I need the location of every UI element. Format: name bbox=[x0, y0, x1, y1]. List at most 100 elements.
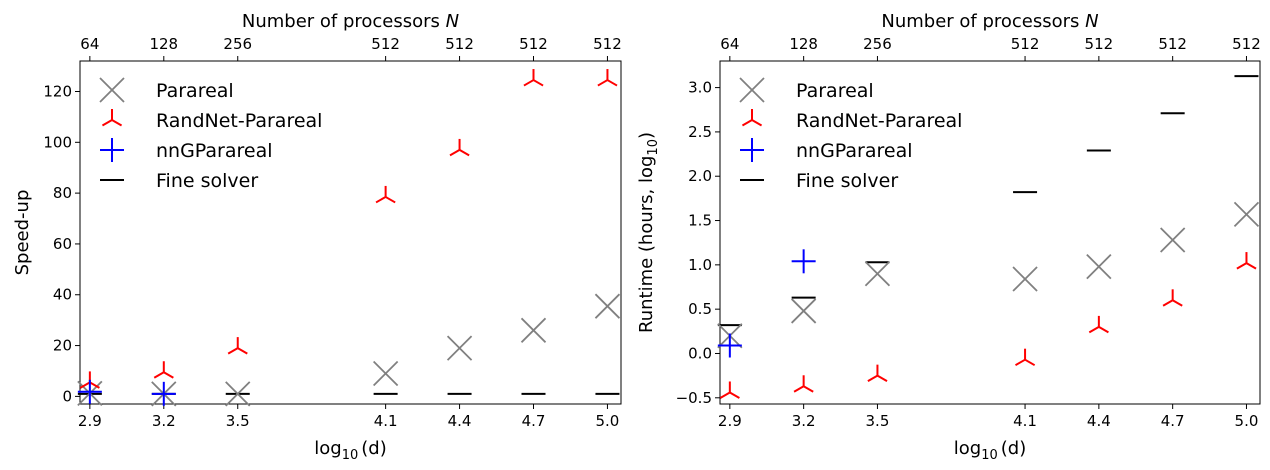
marker-stroke bbox=[227, 347, 239, 355]
legend-marker bbox=[739, 77, 765, 103]
y-axis-title: Runtime (hours, log10) bbox=[636, 132, 661, 333]
data-point bbox=[77, 379, 102, 404]
top-tick-label: 64 bbox=[80, 35, 99, 53]
marker-stroke bbox=[1172, 299, 1183, 307]
series-randnet-parareal bbox=[719, 252, 1257, 399]
marker-stroke bbox=[1012, 266, 1038, 292]
marker-stroke bbox=[1245, 262, 1257, 270]
x-tick-label: 4.7 bbox=[522, 412, 546, 430]
x-tick-label: 3.5 bbox=[226, 412, 250, 430]
marker-stroke bbox=[1024, 358, 1036, 367]
data-point bbox=[791, 298, 817, 324]
legend-marker bbox=[740, 138, 764, 162]
data-point bbox=[151, 381, 176, 406]
marker-stroke bbox=[79, 381, 91, 389]
data-point bbox=[523, 69, 544, 87]
plot-frame bbox=[719, 60, 1261, 405]
marker-stroke bbox=[99, 77, 125, 103]
marker-stroke bbox=[864, 261, 891, 287]
x-tick-label: 4.1 bbox=[1013, 412, 1037, 430]
top-tick-label: 256 bbox=[223, 35, 252, 53]
series-randnet-parareal bbox=[79, 69, 618, 389]
legend-marker bbox=[101, 109, 123, 127]
marker-stroke bbox=[597, 79, 608, 87]
y-axis-title: Speed-up bbox=[12, 190, 33, 276]
series-fine-solver bbox=[717, 75, 1259, 327]
marker-stroke bbox=[751, 119, 763, 127]
y-tick-label: 0.5 bbox=[688, 300, 712, 318]
marker-stroke bbox=[1086, 253, 1112, 280]
marker-stroke bbox=[1098, 326, 1109, 334]
chart-panel-right: 2.9 64 3.2 128 3.5 256 4.1 512 4.4 512 4.7 512 5.0 51… bbox=[636, 11, 1261, 463]
legend-marker bbox=[741, 109, 763, 127]
data-point bbox=[375, 185, 396, 204]
marker-stroke bbox=[101, 119, 113, 127]
data-point bbox=[793, 375, 814, 393]
x-tick-label: 4.7 bbox=[1161, 412, 1185, 430]
top-axis-title: Number of processors N bbox=[881, 11, 1098, 32]
series-parareal bbox=[717, 201, 1260, 349]
marker-stroke bbox=[594, 293, 621, 319]
x-tick-label: 2.9 bbox=[718, 412, 742, 430]
marker-stroke bbox=[375, 196, 387, 204]
y-tick-label: 80 bbox=[53, 184, 72, 202]
data-point bbox=[867, 364, 888, 383]
series-nngparareal bbox=[77, 379, 176, 406]
marker-stroke bbox=[1014, 358, 1026, 367]
series-parareal bbox=[77, 293, 621, 407]
data-point bbox=[864, 261, 891, 287]
top-tick-label: 512 bbox=[371, 35, 400, 53]
data-point bbox=[1014, 348, 1036, 367]
marker-stroke bbox=[372, 360, 399, 387]
marker-stroke bbox=[533, 79, 544, 87]
legend-label: Parareal bbox=[156, 80, 234, 102]
y-tick-label: 60 bbox=[53, 235, 72, 253]
marker-stroke bbox=[459, 149, 470, 157]
y-tick-label: 0.0 bbox=[688, 344, 712, 362]
data-point bbox=[153, 361, 174, 379]
data-point bbox=[1088, 315, 1109, 334]
x-axis-title: log10 (d) bbox=[954, 438, 1026, 463]
marker-stroke bbox=[1162, 299, 1174, 307]
data-point bbox=[1236, 252, 1257, 270]
y-tick-label: 100 bbox=[43, 133, 72, 151]
marker-stroke bbox=[1088, 326, 1100, 334]
marker-stroke bbox=[385, 196, 396, 204]
marker-stroke bbox=[89, 381, 100, 389]
x-axis-title: log10 (d) bbox=[314, 438, 386, 463]
marker-stroke bbox=[237, 347, 248, 355]
y-tick-label: 40 bbox=[53, 286, 72, 304]
data-point bbox=[1012, 266, 1038, 292]
data-point bbox=[372, 360, 399, 387]
data-point bbox=[791, 249, 816, 274]
top-tick-label: 512 bbox=[445, 35, 474, 53]
data-point bbox=[594, 293, 621, 319]
top-tick-label: 64 bbox=[720, 35, 739, 53]
x-tick-label: 4.1 bbox=[374, 412, 398, 430]
legend-marker bbox=[100, 138, 124, 162]
y-tick-label: 3.0 bbox=[688, 79, 712, 97]
x-tick-label: 4.4 bbox=[1087, 412, 1111, 430]
data-point bbox=[717, 333, 742, 358]
marker-stroke bbox=[729, 391, 740, 399]
data-point bbox=[225, 381, 251, 407]
legend-label: nnGParareal bbox=[796, 140, 913, 162]
data-point bbox=[1233, 201, 1260, 227]
marker-stroke bbox=[225, 381, 251, 407]
y-tick-label: 1.5 bbox=[688, 212, 712, 230]
marker-stroke bbox=[111, 119, 123, 127]
top-tick-label: 512 bbox=[1158, 35, 1187, 53]
x-tick-label: 3.5 bbox=[866, 412, 890, 430]
legend-label: RandNet-Parareal bbox=[156, 110, 322, 132]
marker-stroke bbox=[719, 391, 731, 399]
legend-label: RandNet-Parareal bbox=[796, 110, 962, 132]
marker-stroke bbox=[523, 79, 535, 87]
marker-stroke bbox=[449, 149, 461, 157]
marker-stroke bbox=[446, 335, 473, 361]
y-tick-label: 0 bbox=[62, 387, 72, 405]
marker-stroke bbox=[520, 317, 547, 343]
x-tick-label: 3.2 bbox=[152, 412, 176, 430]
series-nngparareal bbox=[717, 249, 816, 358]
y-tick-label: −0.5 bbox=[676, 389, 712, 407]
